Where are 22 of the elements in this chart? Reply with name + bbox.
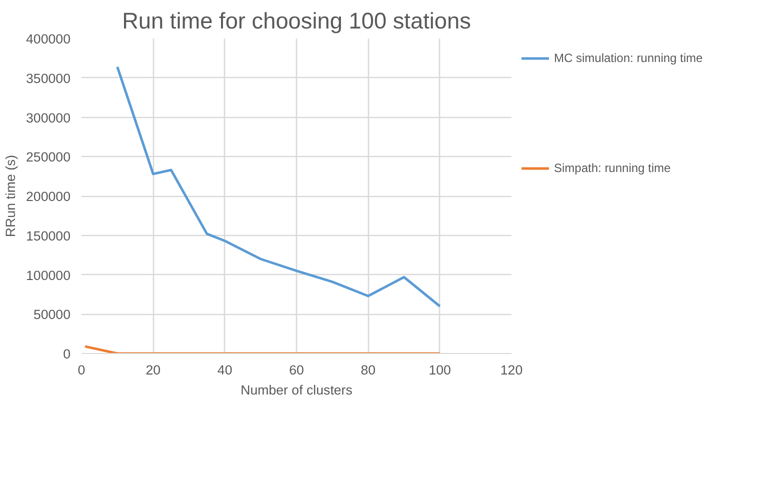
y-tick-label: 200000 <box>26 189 71 204</box>
legend-label: MC simulation: running time <box>554 51 703 65</box>
y-tick-label: 400000 <box>26 32 71 46</box>
y-tick-label: 250000 <box>26 150 71 165</box>
line-series <box>116 66 442 308</box>
y-tick-label: 50000 <box>33 307 70 322</box>
x-tick-label: 120 <box>500 362 523 378</box>
x-tick-label: 60 <box>289 362 304 378</box>
x-tick-label: 0 <box>78 362 86 378</box>
chart-title: Run time for choosing 100 stations <box>122 8 471 34</box>
legend-label: Simpath: running time <box>554 161 671 175</box>
x-tick-label: 20 <box>146 362 161 378</box>
x-tick-label: 40 <box>217 362 232 378</box>
y-tick-label: 350000 <box>26 70 71 86</box>
y-tick-label: 0 <box>63 346 71 362</box>
x-axis-title: Number of clusters <box>240 382 353 398</box>
y-tick-label: 300000 <box>26 110 71 126</box>
y-tick-label: 150000 <box>26 228 71 244</box>
x-tick-label: 80 <box>360 362 376 378</box>
y-tick-label: 100000 <box>26 268 71 283</box>
y-axis-title: RRun time (s) <box>3 154 18 238</box>
x-tick-label: 100 <box>428 362 451 378</box>
